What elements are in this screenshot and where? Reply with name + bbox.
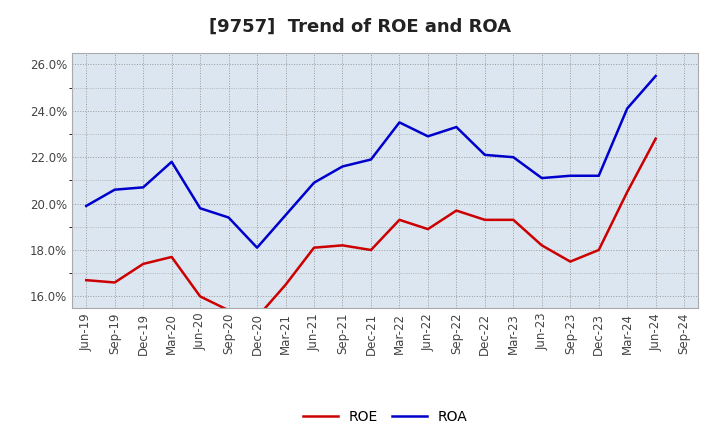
ROE xyxy=(623,189,631,194)
ROE xyxy=(253,315,261,320)
ROA xyxy=(82,203,91,209)
ROE xyxy=(139,261,148,267)
ROE xyxy=(196,294,204,299)
ROE xyxy=(366,247,375,253)
ROA xyxy=(196,205,204,211)
ROA xyxy=(395,120,404,125)
ROA xyxy=(452,125,461,130)
ROE xyxy=(423,227,432,232)
ROE xyxy=(452,208,461,213)
ROE xyxy=(82,278,91,283)
ROA xyxy=(366,157,375,162)
ROE xyxy=(110,280,119,285)
ROE xyxy=(566,259,575,264)
ROA xyxy=(423,134,432,139)
ROE xyxy=(509,217,518,223)
ROA xyxy=(595,173,603,178)
ROA xyxy=(110,187,119,192)
ROE xyxy=(310,245,318,250)
ROE xyxy=(395,217,404,223)
ROA xyxy=(310,180,318,185)
ROE xyxy=(225,308,233,313)
ROA xyxy=(509,154,518,160)
ROE xyxy=(338,243,347,248)
ROA xyxy=(225,215,233,220)
ROE xyxy=(167,254,176,260)
ROA xyxy=(652,73,660,79)
ROE xyxy=(652,136,660,141)
ROE xyxy=(537,243,546,248)
ROE xyxy=(480,217,489,223)
ROA xyxy=(282,213,290,218)
ROA xyxy=(139,185,148,190)
Line: ROA: ROA xyxy=(86,76,656,248)
ROA xyxy=(623,106,631,111)
Text: [9757]  Trend of ROE and ROA: [9757] Trend of ROE and ROA xyxy=(209,18,511,36)
ROA xyxy=(480,152,489,158)
ROE xyxy=(282,282,290,287)
ROA xyxy=(253,245,261,250)
ROE xyxy=(595,247,603,253)
Legend: ROE, ROA: ROE, ROA xyxy=(297,404,473,429)
Line: ROE: ROE xyxy=(86,139,656,317)
ROA xyxy=(167,159,176,165)
ROA xyxy=(537,176,546,181)
ROA xyxy=(566,173,575,178)
ROA xyxy=(338,164,347,169)
